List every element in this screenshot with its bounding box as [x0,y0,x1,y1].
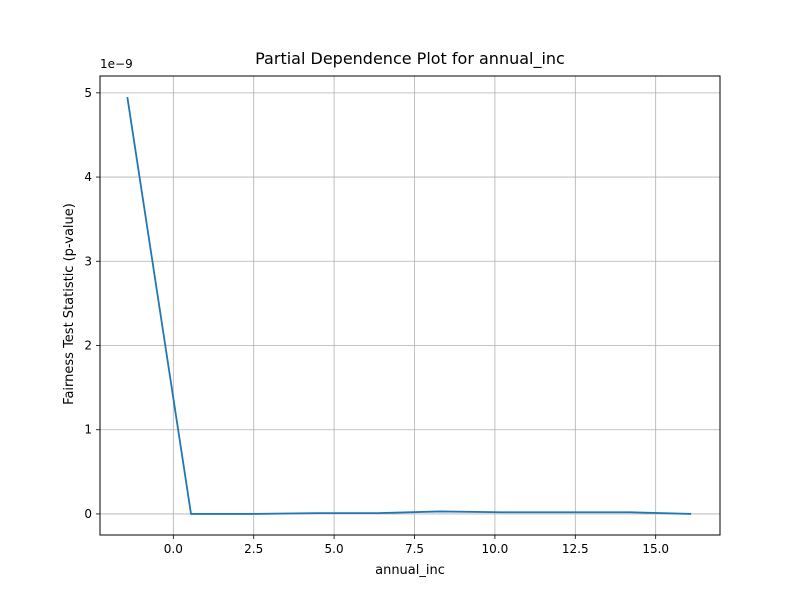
x-axis-label: annual_inc [375,563,445,578]
plot-frame [99,75,721,536]
y-axis-label: Fairness Test Statistic (p-value) [62,203,77,405]
x-tick-label: 7.5 [405,542,424,556]
y-tick-label: 4 [84,170,92,184]
series-line-0 [126,96,692,515]
series-layer [126,96,692,515]
y-axis: 0 1 2 3 4 5 [84,86,100,521]
y-tick-label: 2 [84,339,92,353]
y-tick-label: 1 [84,423,92,437]
y-tick-label: 5 [84,86,92,100]
grid [100,76,720,535]
x-tick-label: 0.0 [164,542,183,556]
x-tick-label: 10.0 [482,542,509,556]
y-tick-label: 3 [84,254,92,268]
y-tick-label: 0 [84,507,92,521]
chart-title: Partial Dependence Plot for annual_inc [255,49,565,69]
y-offset-label: 1e−9 [100,57,133,71]
x-axis: 0.0 2.5 5.0 7.5 10.0 12.5 15.0 [164,535,669,556]
x-tick-label: 12.5 [562,542,589,556]
x-tick-label: 15.0 [642,542,669,556]
x-tick-label: 2.5 [244,542,263,556]
x-tick-label: 5.0 [325,542,344,556]
